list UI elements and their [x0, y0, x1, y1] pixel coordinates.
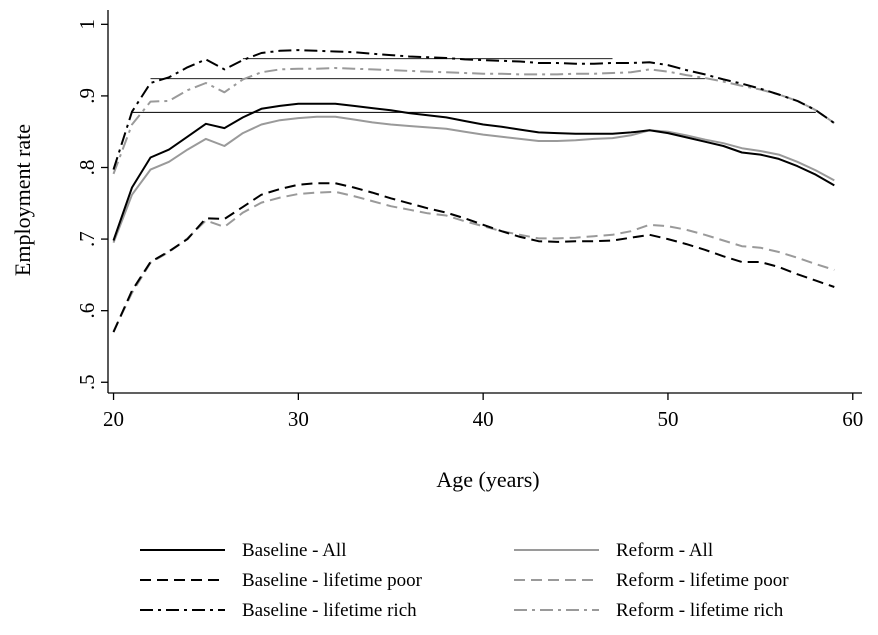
- y-tick-label: 1: [75, 19, 99, 30]
- legend-label: Reform - lifetime rich: [616, 600, 784, 621]
- x-tick-label: 20: [103, 407, 124, 431]
- x-tick-label: 50: [657, 407, 678, 431]
- legend-label: Baseline - lifetime poor: [242, 570, 423, 591]
- series-lines: [112, 49, 835, 333]
- y-axis-title: Employment rate: [10, 124, 35, 276]
- series-line-reform-lifetime-rich: [112, 67, 835, 175]
- series-line-baseline-lifetime-rich: [112, 49, 835, 170]
- x-tick-label: 60: [842, 407, 863, 431]
- plot-area: [112, 49, 835, 333]
- legend: Baseline - All Reform - All Baseline - lif…: [140, 540, 789, 621]
- series-line-reform-lifetime-poor: [112, 190, 835, 332]
- y-tick-label: .5: [75, 374, 99, 390]
- x-axis-title: Age (years): [436, 467, 539, 492]
- x-tick-label: 40: [473, 407, 494, 431]
- y-tick-label: .8: [75, 160, 99, 176]
- y-tick-label: .9: [75, 88, 99, 104]
- axes: 20 30 40 50 60 .5 .6 .7 .8 .9 1: [75, 10, 863, 431]
- series-line-baseline-all: [112, 102, 835, 241]
- series-line-baseline-lifetime-poor: [112, 182, 835, 333]
- y-axis-ticks: .5 .6 .7 .8 .9 1: [75, 19, 108, 390]
- legend-label: Baseline - lifetime rich: [242, 600, 417, 621]
- x-tick-label: 30: [288, 407, 309, 431]
- y-tick-label: .6: [75, 303, 99, 319]
- legend-label: Baseline - All: [242, 540, 346, 561]
- legend-label: Reform - All: [616, 540, 713, 561]
- series-line-reform-all: [112, 115, 835, 244]
- legend-label: Reform - lifetime poor: [616, 570, 789, 591]
- x-axis-ticks: 20 30 40 50 60: [103, 393, 863, 431]
- y-tick-label: .7: [75, 231, 99, 247]
